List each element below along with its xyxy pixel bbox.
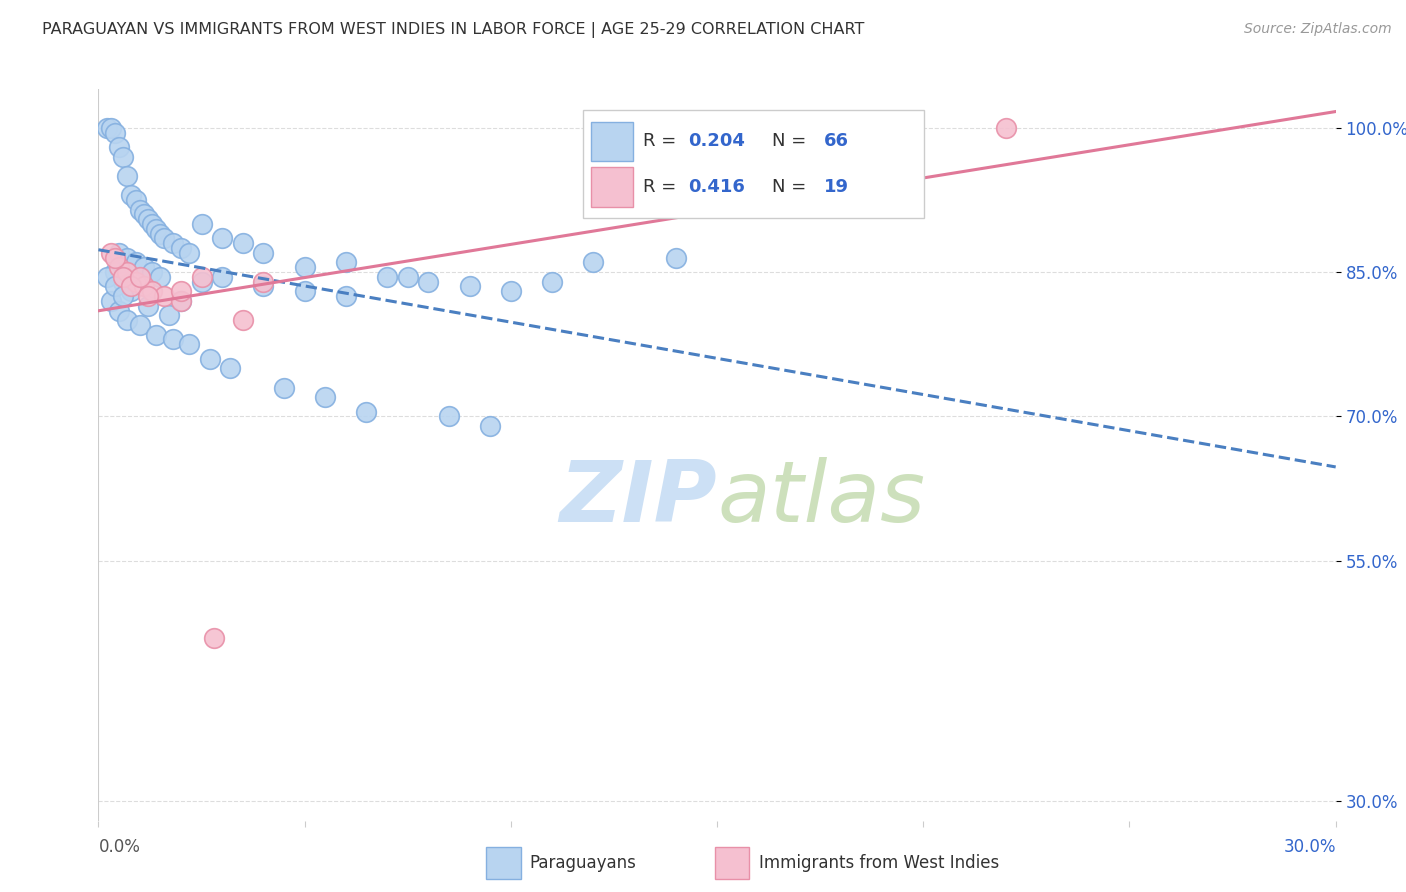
Point (141, 217, 163, 231)
Point (141, 265, 163, 279)
Point (104, 279, 127, 293)
Point (232, 313, 254, 327)
Point (100, 293, 122, 308)
Point (162, 236, 184, 251)
Point (499, 285, 522, 299)
Point (994, 120, 1017, 135)
Point (108, 303, 131, 318)
Point (117, 265, 139, 279)
Point (437, 409, 460, 424)
Point (124, 255, 146, 269)
Point (104, 265, 127, 279)
Point (112, 275, 135, 289)
Text: PARAGUAYAN VS IMMIGRANTS FROM WEST INDIES IN LABOR FORCE | AGE 25-29 CORRELATION: PARAGUAYAN VS IMMIGRANTS FROM WEST INDIE… (42, 22, 865, 38)
Point (273, 380, 295, 394)
Point (211, 269, 233, 284)
Point (136, 299, 159, 313)
Point (232, 236, 254, 251)
Point (96, 269, 118, 284)
Point (117, 313, 139, 327)
Point (582, 255, 605, 269)
Point (162, 333, 184, 347)
Point (190, 269, 212, 284)
Text: 0.0%: 0.0% (98, 838, 141, 856)
FancyBboxPatch shape (486, 847, 520, 880)
Point (314, 390, 336, 404)
Point (108, 245, 131, 260)
Point (112, 289, 135, 303)
Point (294, 285, 316, 299)
Point (170, 293, 193, 308)
Point (252, 245, 274, 260)
Point (149, 269, 172, 284)
Point (252, 279, 274, 293)
Point (141, 285, 163, 299)
Point (96, 120, 118, 135)
Point (149, 227, 172, 241)
Point (104, 251, 127, 265)
Point (108, 260, 131, 275)
Point (136, 212, 159, 227)
Point (252, 275, 274, 289)
Point (202, 631, 225, 645)
Point (190, 217, 212, 231)
Point (665, 251, 688, 265)
Point (458, 279, 481, 293)
Point (145, 221, 167, 235)
Point (211, 231, 233, 245)
Point (128, 202, 150, 217)
Point (132, 207, 155, 221)
Point (117, 251, 139, 265)
Text: 30.0%: 30.0% (1284, 838, 1336, 856)
Point (120, 279, 142, 293)
Point (100, 245, 122, 260)
Point (117, 169, 139, 183)
Point (219, 361, 242, 376)
Point (157, 309, 180, 323)
Point (418, 275, 440, 289)
Point (170, 241, 193, 255)
FancyBboxPatch shape (716, 847, 749, 880)
Point (112, 269, 135, 284)
Point (124, 193, 146, 207)
Point (190, 275, 212, 289)
Point (179, 245, 201, 260)
Text: ZIP: ZIP (560, 458, 717, 541)
Point (132, 260, 155, 275)
Text: Immigrants from West Indies: Immigrants from West Indies (759, 854, 998, 872)
Text: Paraguayans: Paraguayans (530, 854, 637, 872)
Point (170, 293, 193, 308)
Point (120, 285, 142, 299)
Point (104, 126, 127, 140)
Point (112, 150, 135, 164)
Point (153, 289, 176, 303)
Point (396, 269, 419, 284)
Point (136, 289, 159, 303)
Point (335, 255, 357, 269)
Point (100, 120, 122, 135)
Point (198, 351, 221, 366)
Point (170, 285, 193, 299)
Point (153, 231, 176, 245)
Point (541, 275, 564, 289)
Point (124, 275, 146, 289)
Point (479, 419, 502, 434)
Point (375, 269, 398, 284)
Point (145, 327, 167, 342)
Point (179, 337, 201, 351)
Point (128, 269, 150, 284)
Point (294, 260, 316, 275)
Text: Source: ZipAtlas.com: Source: ZipAtlas.com (1244, 22, 1392, 37)
Text: atlas: atlas (717, 458, 925, 541)
Point (108, 140, 131, 154)
Point (335, 289, 357, 303)
Point (128, 318, 150, 332)
Point (120, 188, 142, 202)
Point (132, 279, 155, 293)
Point (356, 404, 378, 418)
